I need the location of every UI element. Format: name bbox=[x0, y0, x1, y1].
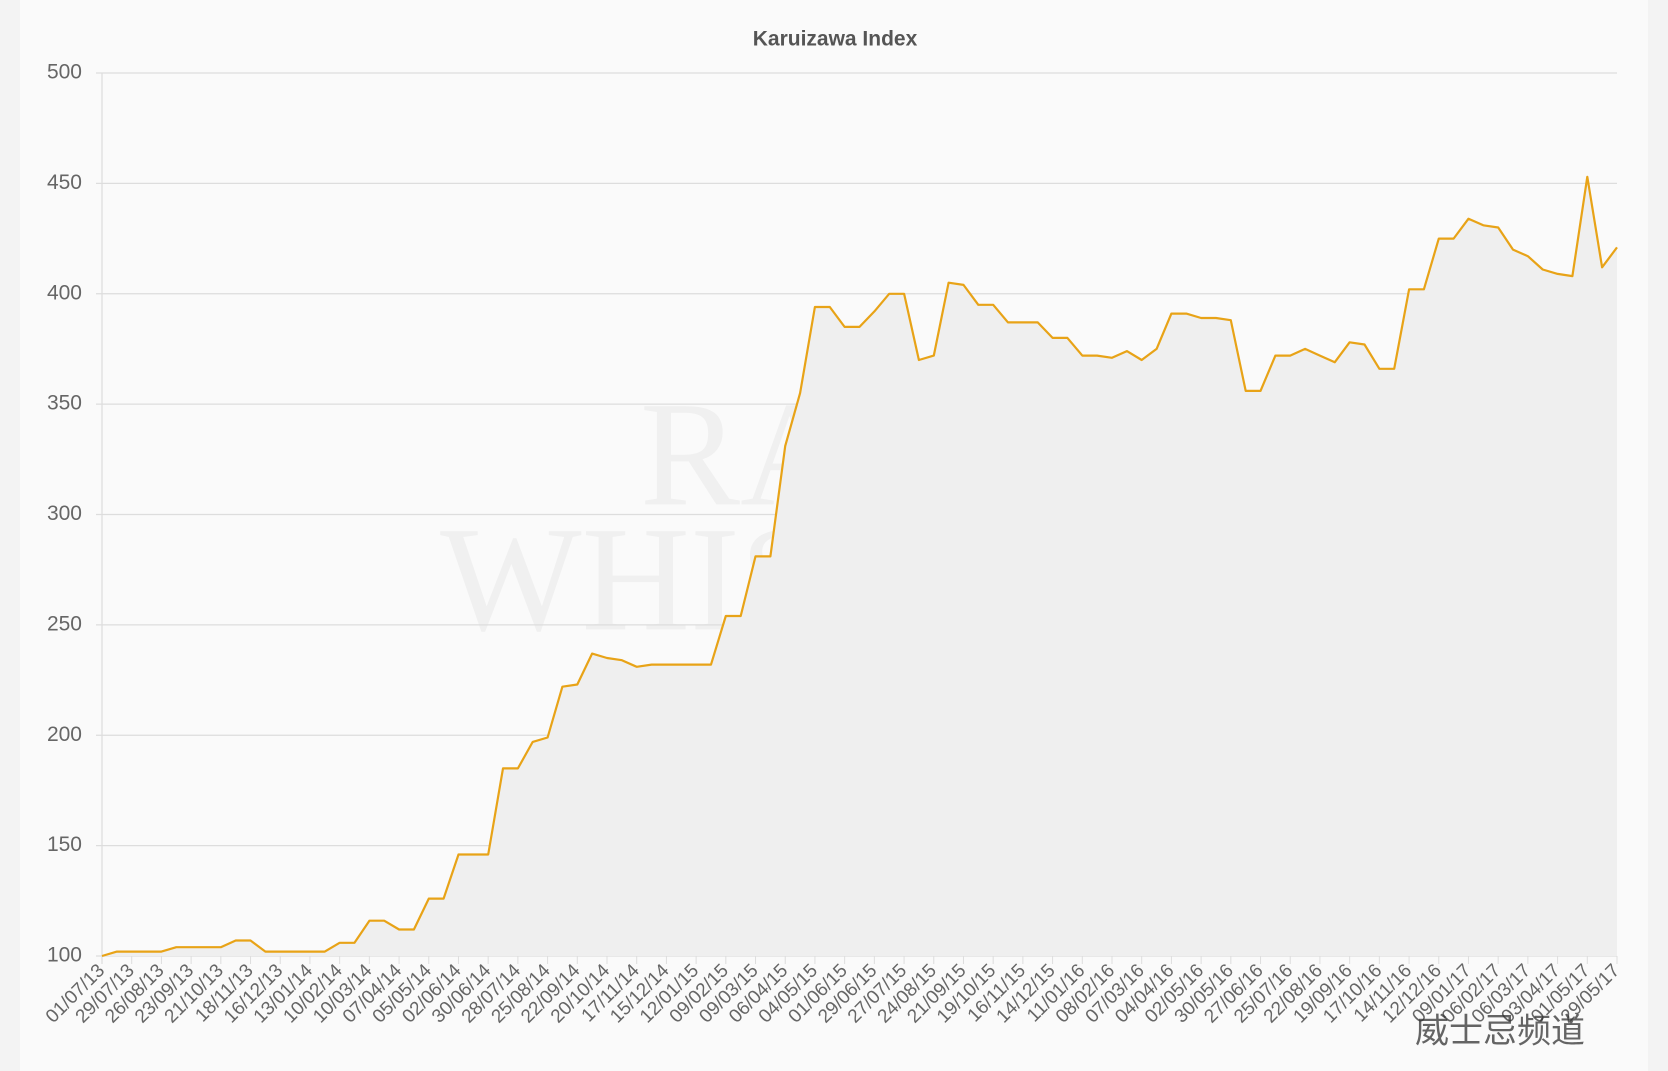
y-tick-label: 150 bbox=[47, 833, 82, 856]
line bbox=[101, 175, 1618, 958]
y-tick-label: 500 bbox=[47, 61, 82, 84]
area bbox=[102, 176, 1617, 957]
overlay-text: 威士忌频道 bbox=[1415, 1012, 1585, 1052]
y-tick-label: 300 bbox=[47, 502, 82, 525]
y-tick-label: 450 bbox=[47, 171, 82, 194]
y-tick-label: 100 bbox=[47, 944, 82, 967]
chart-title: Karuizawa Index bbox=[753, 28, 918, 51]
y-tick-label: 350 bbox=[47, 392, 82, 415]
y-tick-label: 200 bbox=[47, 723, 82, 746]
y-tick-label: 250 bbox=[47, 612, 82, 635]
y-tick-label: 400 bbox=[47, 281, 82, 304]
